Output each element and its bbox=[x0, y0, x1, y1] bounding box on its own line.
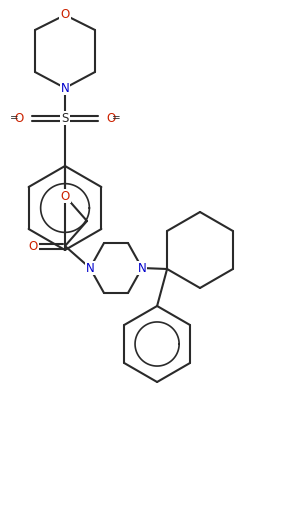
Text: S: S bbox=[61, 112, 69, 124]
Text: N: N bbox=[86, 261, 94, 275]
Text: O: O bbox=[60, 189, 70, 203]
Text: =: = bbox=[10, 113, 18, 123]
Text: O: O bbox=[28, 240, 38, 252]
Text: O: O bbox=[106, 112, 115, 124]
Text: O: O bbox=[15, 112, 24, 124]
Text: N: N bbox=[86, 261, 94, 275]
Text: =: = bbox=[112, 113, 120, 123]
Text: N: N bbox=[138, 261, 146, 275]
Text: N: N bbox=[61, 81, 69, 95]
Text: O: O bbox=[60, 8, 70, 22]
